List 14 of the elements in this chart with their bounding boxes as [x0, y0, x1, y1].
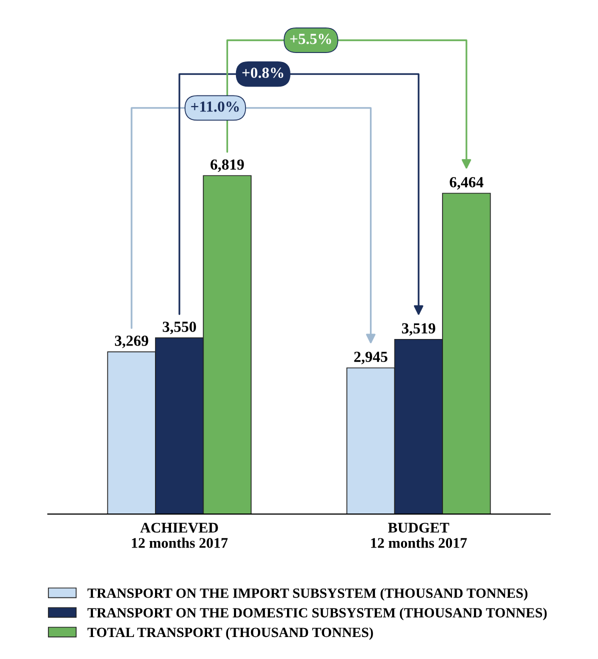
data-label: 3,269 [114, 336, 148, 348]
legend-label: TOTAL TRANSPORT (THOUSAND TONNES) [87, 627, 373, 640]
data-label: 3,519 [402, 323, 436, 336]
data-label: 2,945 [354, 352, 388, 364]
data-label: 6,819 [210, 159, 244, 172]
data-label: 6,464 [450, 177, 484, 190]
data-label: 3,550 [162, 322, 196, 334]
legend-label: TRANSPORT ON THE IMPORT SUBSYSTEM (THOUSAND TONNES) [87, 588, 528, 601]
text: +5.5% [290, 34, 332, 44]
text: +0.8% [242, 68, 284, 78]
text: +11.0% [191, 101, 239, 112]
x-tick-label: ACHIEVED 12 months 2017 [132, 522, 228, 548]
legend-label: TRANSPORT ON THE DOMESTIC SUBSYSTEM (THOUSAND TONNES) [87, 608, 547, 620]
x-tick-label: BUDGET 12 months 2017 [371, 522, 467, 548]
